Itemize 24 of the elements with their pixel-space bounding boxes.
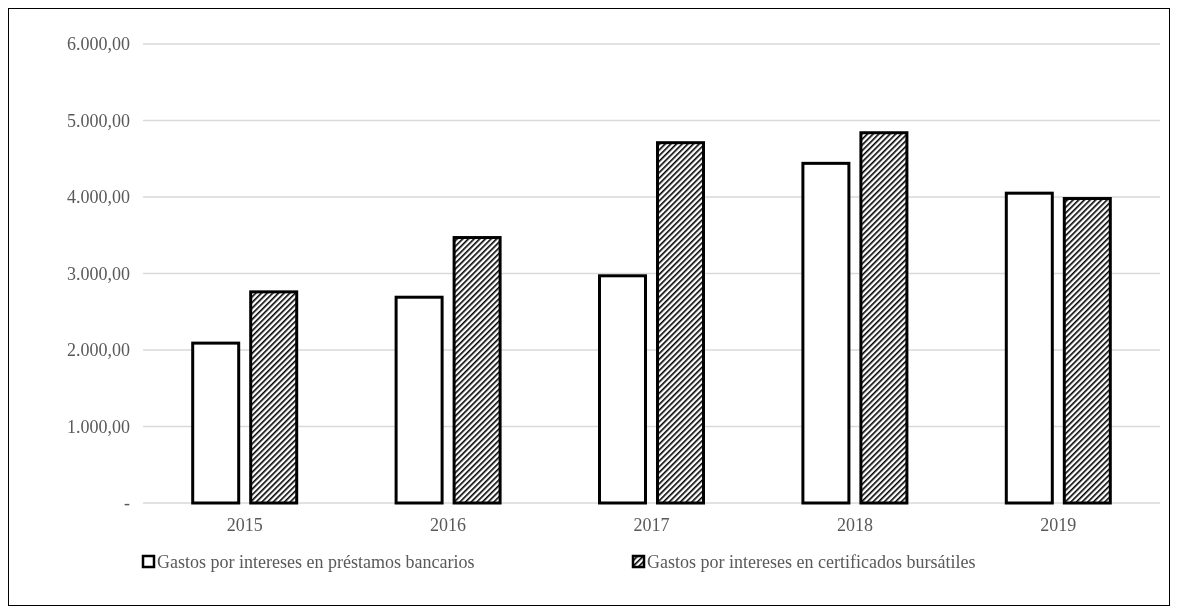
bar	[1062, 197, 1112, 505]
y-tick-label: -	[124, 493, 130, 514]
x-tick-label: 2017	[633, 515, 670, 535]
bar	[656, 141, 705, 505]
legend-label: Gastos por intereses en préstamos bancarios	[157, 552, 475, 572]
x-tick-label: 2019	[1040, 515, 1077, 535]
x-tick-label: 2016	[430, 515, 467, 535]
bar	[598, 274, 647, 505]
y-tick-label: 5.000,00	[67, 110, 130, 131]
legend-label: Gastos por intereses en certificados bursátiles	[647, 552, 976, 572]
bar	[191, 341, 241, 505]
x-tick-label: 2018	[836, 515, 873, 535]
y-tick-label: 4.000,00	[67, 187, 130, 208]
x-tick-label: 2015	[226, 515, 263, 535]
bar	[452, 236, 502, 505]
y-tick-label: 2.000,00	[67, 340, 130, 361]
bar	[801, 161, 851, 505]
bar	[394, 295, 444, 505]
bar	[859, 131, 909, 505]
bar	[249, 290, 299, 505]
y-tick-label: 3.000,00	[67, 263, 130, 284]
y-tick-label: 6.000,00	[67, 34, 130, 55]
bar	[1004, 191, 1054, 505]
y-tick-label: 1.000,00	[67, 416, 130, 437]
